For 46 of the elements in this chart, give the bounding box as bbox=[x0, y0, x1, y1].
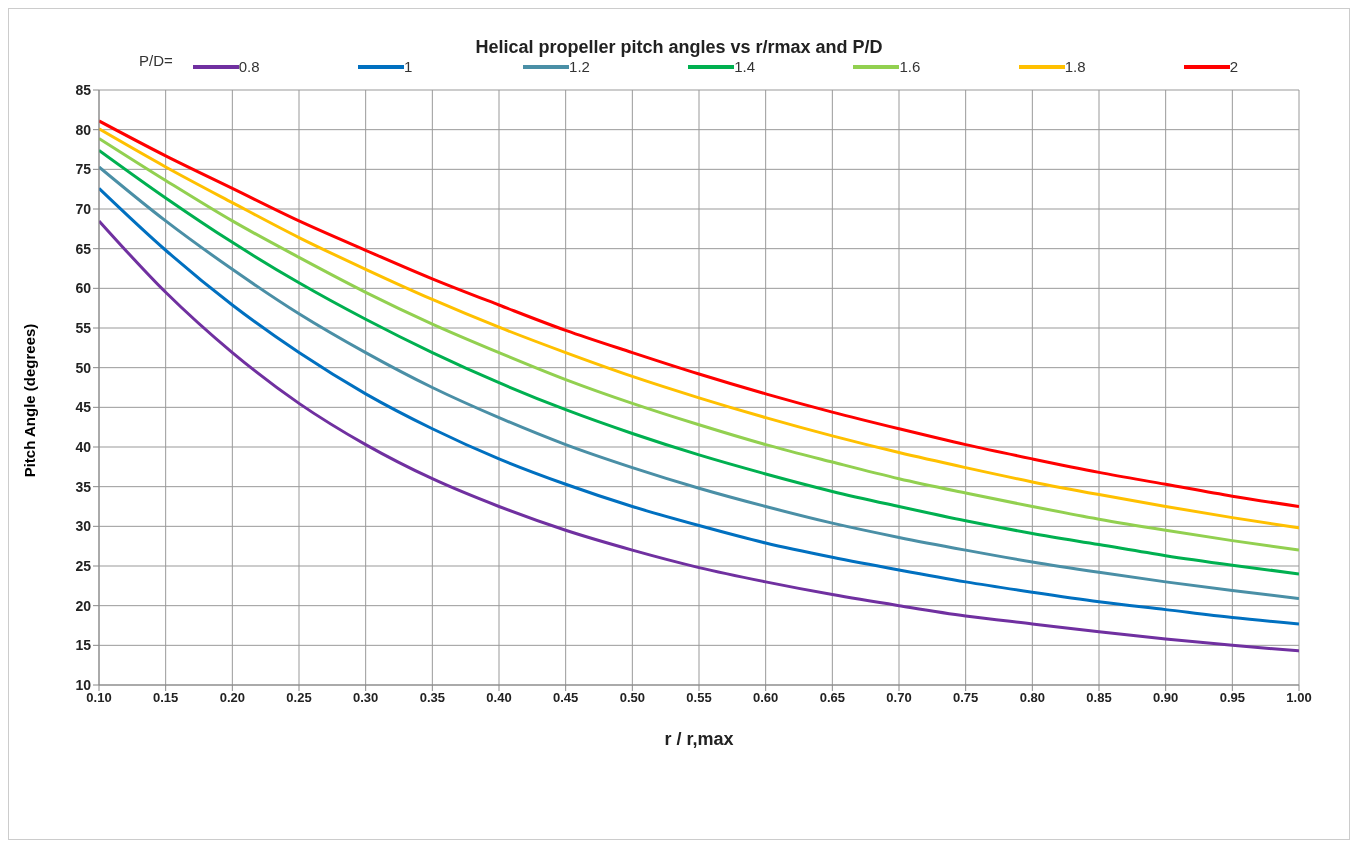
y-tick-label: 35 bbox=[75, 478, 92, 495]
y-tick-label: 20 bbox=[75, 597, 92, 614]
x-tick-label: 0.85 bbox=[1086, 690, 1112, 706]
x-tick-label: 0.50 bbox=[619, 690, 645, 706]
y-tick-label: 10 bbox=[75, 676, 92, 693]
y-tick-label: 40 bbox=[75, 438, 92, 455]
legend-label: 1.4 bbox=[734, 58, 756, 75]
y-tick-label: 75 bbox=[75, 161, 92, 178]
x-tick-label: 0.10 bbox=[86, 690, 112, 706]
x-tick-label: 0.90 bbox=[1153, 690, 1179, 706]
y-tick-label: 65 bbox=[75, 240, 92, 257]
x-tick-label: 0.15 bbox=[153, 690, 179, 706]
x-axis-title: r / r,max bbox=[664, 729, 734, 749]
legend-title: P/D= bbox=[139, 52, 173, 69]
x-tick-label: 0.70 bbox=[886, 690, 912, 706]
legend-label: 1.2 bbox=[569, 58, 590, 75]
x-tick-label: 0.65 bbox=[819, 690, 845, 706]
x-tick-label: 0.35 bbox=[419, 690, 445, 706]
y-tick-label: 50 bbox=[75, 359, 92, 376]
y-axis-title: Pitch Angle (degrees) bbox=[20, 323, 38, 477]
y-tick-label: 30 bbox=[75, 518, 92, 535]
legend-label: 2 bbox=[1229, 58, 1239, 75]
x-tick-label: 0.40 bbox=[486, 690, 512, 706]
y-tick-label: 80 bbox=[75, 121, 92, 138]
y-tick-label: 45 bbox=[75, 399, 92, 416]
y-tick-label: 55 bbox=[75, 319, 92, 336]
x-tick-label: 0.55 bbox=[686, 690, 712, 706]
legend-label: 1.8 bbox=[1064, 58, 1086, 75]
x-tick-label: 0.20 bbox=[219, 690, 245, 706]
y-tick-label: 70 bbox=[75, 200, 92, 217]
x-tick-label: 0.45 bbox=[553, 690, 579, 706]
x-tick-label: 0.95 bbox=[1219, 690, 1245, 706]
legend-label: 1 bbox=[403, 58, 413, 75]
y-tick-label: 25 bbox=[75, 557, 92, 574]
y-tick-label: 60 bbox=[75, 280, 92, 297]
chart-title: Helical propeller pitch angles vs r/rmax and P/D bbox=[475, 37, 883, 57]
x-tick-label: 0.75 bbox=[953, 690, 979, 706]
x-tick-label: 1.00 bbox=[1286, 690, 1312, 706]
y-tick-label: 85 bbox=[75, 81, 92, 98]
x-tick-label: 0.25 bbox=[286, 690, 312, 706]
legend-label: 0.8 bbox=[238, 58, 260, 75]
x-tick-label: 0.30 bbox=[353, 690, 379, 706]
legend-label: 1.6 bbox=[899, 58, 921, 75]
x-tick-label: 0.60 bbox=[753, 690, 779, 706]
y-tick-label: 15 bbox=[75, 637, 92, 654]
x-tick-label: 0.80 bbox=[1019, 690, 1045, 706]
